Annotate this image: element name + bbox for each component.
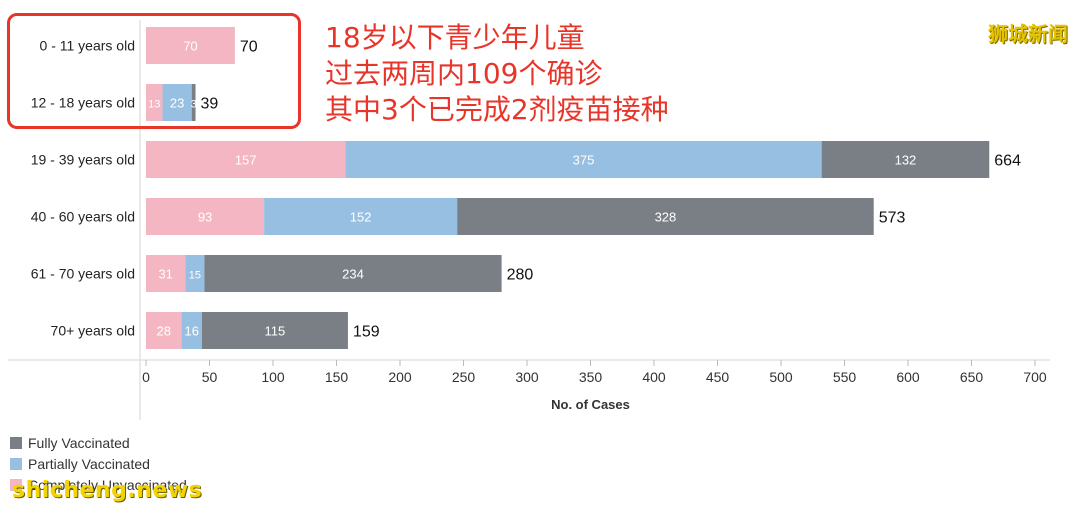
bar-segment bbox=[185, 255, 205, 292]
data-label: 13 bbox=[148, 99, 160, 111]
annotation-text: 18岁以下青少年儿童 过去两周内109个确诊 其中3个已完成2剂疫苗接种 bbox=[325, 20, 669, 128]
watermark-logo-top: 狮城新闻 bbox=[988, 22, 1068, 46]
bar-segment bbox=[821, 141, 990, 178]
total-label: 664 bbox=[994, 153, 1021, 170]
legend-label-unvaccinated: Completely Unvaccinated bbox=[28, 476, 187, 493]
x-axis-label: No. of Cases bbox=[551, 397, 630, 412]
legend-item-unvaccinated: Completely Unvaccinated bbox=[10, 474, 187, 495]
x-tick-label: 150 bbox=[325, 369, 349, 385]
data-label: 70 bbox=[183, 39, 197, 54]
chart-legend: Fully Vaccinated Partially Vaccinated Co… bbox=[10, 432, 187, 495]
data-label: 28 bbox=[157, 324, 171, 339]
x-tick-label: 600 bbox=[896, 369, 920, 385]
legend-item-fully: Fully Vaccinated bbox=[10, 432, 187, 453]
x-tick-label: 100 bbox=[261, 369, 285, 385]
total-label: 159 bbox=[353, 324, 380, 341]
annotation-line-2: 过去两周内109个确诊 bbox=[325, 57, 603, 90]
legend-label-partially: Partially Vaccinated bbox=[28, 455, 150, 472]
data-label: 93 bbox=[198, 210, 212, 225]
category-label: 0 - 11 years old bbox=[40, 38, 135, 54]
data-label: 15 bbox=[189, 270, 201, 282]
bar-segment bbox=[146, 312, 182, 349]
total-label: 39 bbox=[201, 96, 219, 113]
bar-segment bbox=[201, 312, 348, 349]
x-tick-label: 650 bbox=[960, 369, 984, 385]
bar-segment bbox=[264, 198, 458, 235]
data-label: 23 bbox=[170, 96, 184, 111]
bar-segment bbox=[457, 198, 874, 235]
x-tick-label: 450 bbox=[706, 369, 730, 385]
watermark-logo-bottom: shicheng.news bbox=[12, 478, 203, 503]
bar-segment bbox=[146, 27, 235, 64]
bar-segment bbox=[146, 255, 186, 292]
data-label: 375 bbox=[573, 153, 595, 168]
data-label: 152 bbox=[350, 210, 372, 225]
data-label: 328 bbox=[655, 210, 677, 225]
legend-swatch-fully bbox=[10, 436, 22, 449]
annotation-line-1: 18岁以下青少年儿童 bbox=[325, 21, 585, 54]
bar-segment bbox=[162, 84, 192, 121]
legend-label-fully: Fully Vaccinated bbox=[28, 434, 130, 451]
legend-item-partially: Partially Vaccinated bbox=[10, 453, 187, 474]
bar-segment bbox=[146, 198, 265, 235]
category-label: 70+ years old bbox=[51, 323, 135, 339]
bar-segment bbox=[146, 84, 163, 121]
x-tick-label: 400 bbox=[642, 369, 666, 385]
x-tick-label: 350 bbox=[579, 369, 603, 385]
x-tick-label: 200 bbox=[388, 369, 412, 385]
x-tick-label: 50 bbox=[202, 369, 218, 385]
data-label: 132 bbox=[895, 153, 917, 168]
bar-segment bbox=[204, 255, 502, 292]
data-label: 31 bbox=[158, 267, 172, 282]
category-label: 40 - 60 years old bbox=[31, 209, 135, 225]
highlight-box-under-18 bbox=[7, 13, 301, 129]
bar-segment bbox=[146, 141, 346, 178]
category-label: 12 - 18 years old bbox=[31, 95, 135, 111]
bar-segment bbox=[345, 141, 822, 178]
total-label: 70 bbox=[240, 39, 258, 56]
bar-segment bbox=[191, 84, 196, 121]
x-tick-label: 0 bbox=[142, 369, 150, 385]
legend-swatch-unvaccinated bbox=[10, 478, 22, 491]
x-tick-label: 550 bbox=[833, 369, 857, 385]
x-tick-label: 300 bbox=[515, 369, 539, 385]
data-label: 16 bbox=[184, 324, 198, 339]
data-label: 115 bbox=[265, 324, 286, 339]
data-label: 234 bbox=[342, 267, 364, 282]
annotation-line-3: 其中3个已完成2剂疫苗接种 bbox=[325, 93, 669, 126]
bar-segment bbox=[181, 312, 202, 349]
category-label: 61 - 70 years old bbox=[31, 266, 135, 282]
x-tick-label: 500 bbox=[769, 369, 793, 385]
x-tick-label: 250 bbox=[452, 369, 476, 385]
total-label: 573 bbox=[879, 210, 906, 227]
x-tick-label: 700 bbox=[1023, 369, 1047, 385]
total-label: 280 bbox=[507, 267, 534, 284]
data-label: 3 bbox=[191, 99, 197, 111]
legend-swatch-partially bbox=[10, 457, 22, 470]
data-label: 157 bbox=[235, 153, 257, 168]
category-label: 19 - 39 years old bbox=[31, 152, 135, 168]
